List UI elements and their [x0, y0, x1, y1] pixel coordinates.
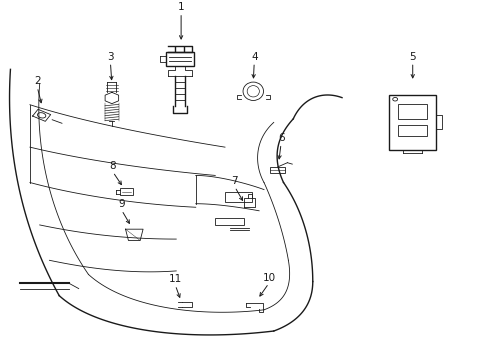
Text: 8: 8	[109, 161, 116, 171]
Bar	[397, 104, 427, 119]
Bar	[224, 192, 251, 202]
Text: 2: 2	[34, 76, 41, 86]
Bar	[388, 95, 435, 150]
Text: 4: 4	[250, 51, 257, 62]
Text: 11: 11	[168, 274, 182, 284]
Text: 1: 1	[178, 2, 184, 12]
Text: 10: 10	[262, 273, 275, 283]
Text: 9: 9	[118, 199, 124, 210]
Bar	[270, 167, 285, 173]
Bar	[120, 188, 133, 195]
Text: 6: 6	[277, 133, 284, 143]
Text: 3: 3	[107, 51, 114, 62]
Text: 7: 7	[231, 176, 238, 186]
Text: 5: 5	[408, 51, 415, 62]
Bar	[165, 52, 194, 66]
Bar	[397, 125, 427, 136]
Bar	[215, 218, 244, 225]
